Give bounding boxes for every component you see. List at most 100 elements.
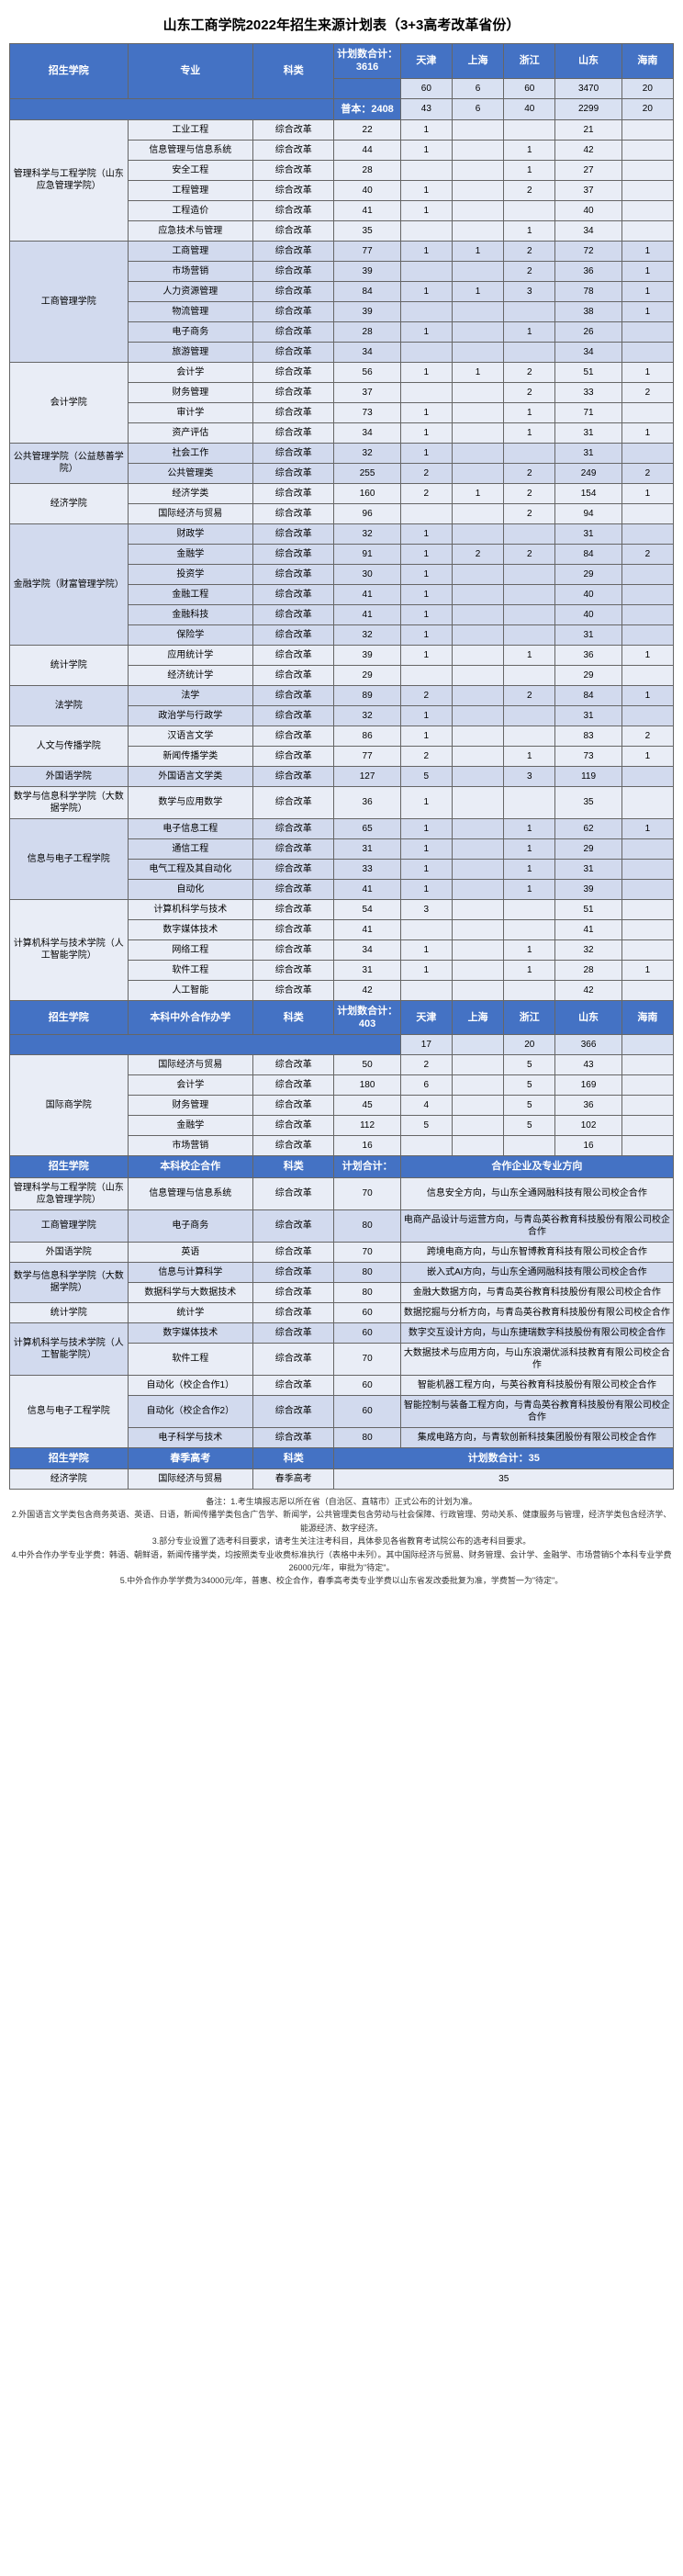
category-cell: 综合改革	[253, 1136, 334, 1156]
major-cell: 旅游管理	[128, 342, 253, 362]
value-cell: 2	[400, 746, 452, 766]
value-cell	[452, 1096, 503, 1116]
value-cell: 26	[555, 321, 621, 342]
benke-total: 普本：2408	[334, 98, 400, 119]
count-cell: 60	[334, 1395, 400, 1427]
value-cell	[621, 321, 673, 342]
category-cell: 综合改革	[253, 726, 334, 746]
college-cell: 法学院	[10, 685, 129, 726]
category-cell: 综合改革	[253, 624, 334, 645]
major-cell: 工商管理	[128, 241, 253, 261]
value-cell	[400, 301, 452, 321]
major-cell: 物流管理	[128, 301, 253, 321]
value-cell: 29	[555, 838, 621, 859]
desc-cell: 智能机器工程方向，与英谷教育科技股份有限公司校企合作	[400, 1375, 673, 1395]
value-cell	[621, 604, 673, 624]
major-cell: 市场营销	[128, 261, 253, 281]
value-cell: 1	[504, 838, 555, 859]
value-cell: 1	[400, 140, 452, 160]
value-cell: 2	[400, 685, 452, 705]
value-cell	[621, 503, 673, 523]
category-cell: 综合改革	[253, 584, 334, 604]
college-cell: 信息与电子工程学院	[10, 818, 129, 899]
college-cell: 经济学院	[10, 483, 129, 523]
value-cell	[452, 980, 503, 1000]
major-cell: 公共管理类	[128, 463, 253, 483]
category-cell: 综合改革	[253, 180, 334, 200]
value-cell	[452, 624, 503, 645]
value-cell: 28	[334, 160, 400, 180]
category-cell: 综合改革	[253, 422, 334, 443]
value-cell: 72	[555, 241, 621, 261]
desc-cell: 跨境电商方向，与山东智博教育科技有限公司校企合作	[400, 1242, 673, 1262]
major-cell: 财务管理	[128, 1096, 253, 1116]
value-cell	[621, 443, 673, 463]
count-cell: 60	[334, 1375, 400, 1395]
value-cell: 1	[621, 362, 673, 382]
value-cell: 1	[504, 939, 555, 960]
desc-cell: 大数据技术与应用方向，与山东浪潮优派科技教育有限公司校企合作	[400, 1343, 673, 1375]
value-cell	[621, 584, 673, 604]
value-cell: 3	[504, 766, 555, 786]
value-cell	[504, 1136, 555, 1156]
value-cell: 31	[555, 624, 621, 645]
value-cell: 1	[504, 321, 555, 342]
major-cell: 会计学	[128, 1075, 253, 1096]
value-cell	[504, 342, 555, 362]
value-cell: 2	[452, 544, 503, 564]
value-cell: 1	[400, 443, 452, 463]
value-cell: 3	[400, 899, 452, 919]
college-cell: 工商管理学院	[10, 241, 129, 362]
value-cell	[621, 1116, 673, 1136]
value-cell: 73	[334, 402, 400, 422]
college-cell: 公共管理学院（公益慈善学院）	[10, 443, 129, 483]
value-cell	[452, 220, 503, 241]
col-total: 计划合计：	[334, 1156, 400, 1177]
value-cell: 40	[555, 584, 621, 604]
college-cell: 数学与信息科学学院（大数据学院）	[10, 786, 129, 818]
benke-province: 40	[504, 98, 555, 119]
value-cell: 42	[334, 980, 400, 1000]
value-cell	[504, 726, 555, 746]
value-cell: 255	[334, 463, 400, 483]
value-cell: 2	[400, 1055, 452, 1075]
major-cell: 工程管理	[128, 180, 253, 200]
value-cell	[621, 624, 673, 645]
category-cell: 综合改革	[253, 685, 334, 705]
category-cell: 综合改革	[253, 859, 334, 879]
value-cell: 84	[555, 685, 621, 705]
count-cell: 80	[334, 1262, 400, 1282]
major-cell: 汉语言文学	[128, 726, 253, 746]
desc-cell: 嵌入式AI方向，与山东全通网融科技有限公司校企合作	[400, 1262, 673, 1282]
category-cell: 综合改革	[253, 1262, 334, 1282]
value-cell: 1	[621, 241, 673, 261]
province-total	[452, 1035, 503, 1055]
value-cell: 1	[400, 838, 452, 859]
major-cell: 数学与应用数学	[128, 786, 253, 818]
value-cell: 2	[504, 685, 555, 705]
value-cell: 51	[555, 362, 621, 382]
value-cell	[452, 766, 503, 786]
province-total: 20	[504, 1035, 555, 1055]
category-cell: 综合改革	[253, 960, 334, 980]
value-cell	[504, 786, 555, 818]
value-cell: 1	[400, 362, 452, 382]
category-cell: 综合改革	[253, 261, 334, 281]
category-cell: 综合改革	[253, 879, 334, 899]
value-cell: 31	[334, 838, 400, 859]
footnote-line: 5.中外合作办学学费为34000元/年，普惠、校企合作，春季高考类专业学费以山东…	[9, 1574, 674, 1587]
value-cell: 35	[555, 786, 621, 818]
category-cell: 综合改革	[253, 919, 334, 939]
category-cell: 综合改革	[253, 766, 334, 786]
value-cell: 43	[555, 1055, 621, 1075]
value-cell: 2	[621, 463, 673, 483]
value-cell: 32	[334, 523, 400, 544]
value-cell: 40	[555, 200, 621, 220]
footnote-line: 3.部分专业设置了选考科目要求，请考生关注注考科目，具体参见各省教育考试院公布的…	[9, 1535, 674, 1547]
value-cell: 5	[400, 1116, 452, 1136]
value-cell: 1	[504, 422, 555, 443]
value-cell: 38	[555, 301, 621, 321]
value-cell	[452, 584, 503, 604]
value-cell	[621, 140, 673, 160]
value-cell: 1	[452, 362, 503, 382]
